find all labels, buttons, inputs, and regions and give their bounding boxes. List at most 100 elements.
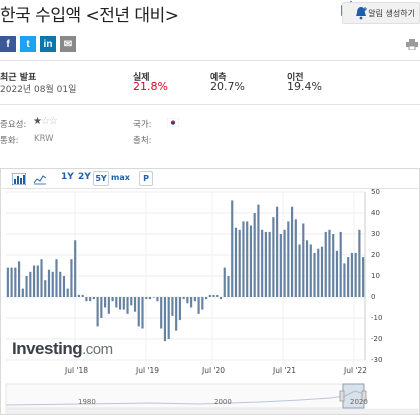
chart-bar (317, 248, 320, 297)
bar-chart-icon[interactable] (12, 173, 26, 185)
chart-bar (126, 297, 129, 314)
range-5y-button[interactable]: 5Y (93, 171, 109, 186)
x-tick-label: Jul '21 (273, 366, 297, 375)
chart-bar (212, 294, 215, 297)
chart-bar (66, 288, 69, 297)
navigator-handle-right (361, 390, 367, 402)
chart-bar (343, 263, 346, 297)
bell-icon (356, 7, 367, 20)
chart-bar (6, 267, 9, 297)
range-max-button[interactable]: max (111, 173, 130, 182)
chart-bar (313, 252, 316, 297)
chart-bar (70, 259, 73, 297)
previous-value: 19.4% (287, 80, 322, 93)
chart-bar (347, 257, 350, 297)
chart-bar (81, 294, 84, 297)
chart-bar (160, 297, 163, 329)
chart-bar (302, 223, 305, 297)
star-filled-icon: ★ (33, 116, 42, 127)
range-2y-button[interactable]: 2Y (78, 172, 91, 182)
chart-bar (283, 229, 286, 297)
divider (0, 104, 420, 105)
currency-value: KRW (34, 134, 54, 144)
chart-bar (358, 229, 361, 297)
chart-bar (294, 219, 297, 297)
chart-bar (246, 221, 249, 297)
chart-bar (350, 252, 353, 297)
chart-bar (163, 297, 167, 342)
watermark-brand: Investing (12, 339, 83, 358)
chart-bar (118, 297, 122, 310)
chart-bar (279, 234, 282, 297)
forecast-value: 20.7% (210, 80, 245, 93)
chart-bar (104, 297, 107, 308)
y-tick-label: -30 (371, 356, 383, 364)
facebook-icon[interactable]: f (0, 36, 16, 52)
star-empty-icon: ☆ (48, 116, 58, 127)
latest-release-date: 2022년 08월 01일 (0, 85, 77, 95)
x-tick-label: Jul '22 (344, 366, 368, 375)
twitter-icon[interactable]: t (20, 36, 36, 52)
x-tick-label: Jul '18 (65, 366, 89, 375)
share-bar: f t in ✉ (0, 36, 76, 52)
importance-label: 중요성: (0, 120, 27, 130)
chart-bar (253, 213, 256, 297)
chart-bar (362, 257, 365, 297)
latest-release-label: 최근 발표 (0, 73, 37, 83)
chart-bar (32, 265, 36, 297)
x-tick-label: Jul '20 (202, 366, 226, 375)
chart-bar (89, 297, 92, 302)
y-tick-label: 30 (371, 230, 380, 238)
print-icon[interactable] (406, 39, 418, 50)
chart-bar (133, 297, 137, 312)
y-tick-label: -20 (371, 335, 383, 343)
chart-bar (51, 271, 54, 297)
chart-bar (152, 297, 155, 298)
chart-bar (328, 229, 331, 297)
y-tick-label: 50 (371, 188, 380, 196)
chart-bar (62, 276, 66, 297)
currency-label: 통화: (0, 136, 19, 146)
chart-bar (332, 234, 335, 297)
linkedin-icon[interactable]: in (40, 36, 56, 52)
chart-bar (47, 269, 51, 297)
watermark-suffix: .com (82, 341, 113, 358)
email-icon[interactable]: ✉ (60, 36, 76, 52)
actual-label: 실제 (133, 73, 150, 83)
chart-bar (59, 271, 62, 297)
navigator-year-label: 2000 (214, 398, 232, 406)
y-tick-label: 20 (371, 251, 380, 259)
p-toggle-button[interactable]: P (139, 171, 153, 186)
chart-bar (178, 297, 181, 321)
chart-bar (186, 297, 189, 304)
chart-bar (190, 297, 193, 308)
chart-bar (18, 261, 21, 297)
chart-bar (234, 227, 238, 297)
chart-bar (193, 297, 196, 302)
y-tick-label: 10 (371, 272, 380, 280)
chart-bar (96, 297, 99, 327)
chart-bar (156, 297, 159, 302)
area-chart-icon[interactable] (33, 173, 47, 185)
chart-bar (197, 297, 200, 314)
y-tick-label: -10 (371, 314, 383, 322)
chart-bar (272, 217, 275, 297)
chart-bar (100, 297, 103, 318)
actual-value: 21.8% (133, 80, 168, 93)
chart-bar (354, 252, 357, 297)
navigator-series (5, 390, 365, 406)
chart-bar (335, 250, 339, 297)
chart-bar (238, 229, 241, 297)
create-alert-button[interactable]: 알림 생성하기 (342, 2, 420, 24)
y-tick-label: 40 (371, 209, 380, 217)
chart-bar (287, 221, 290, 297)
chart-bar (320, 246, 324, 297)
chart-bar (264, 231, 267, 297)
chart-bar (167, 297, 170, 339)
range-1y-button[interactable]: 1Y (61, 172, 74, 182)
chart-bar (261, 229, 264, 297)
navigator-scrollbar (5, 408, 419, 415)
chart-bar (339, 231, 342, 297)
bar-chart (5, 191, 419, 415)
chart-bar (276, 206, 279, 297)
